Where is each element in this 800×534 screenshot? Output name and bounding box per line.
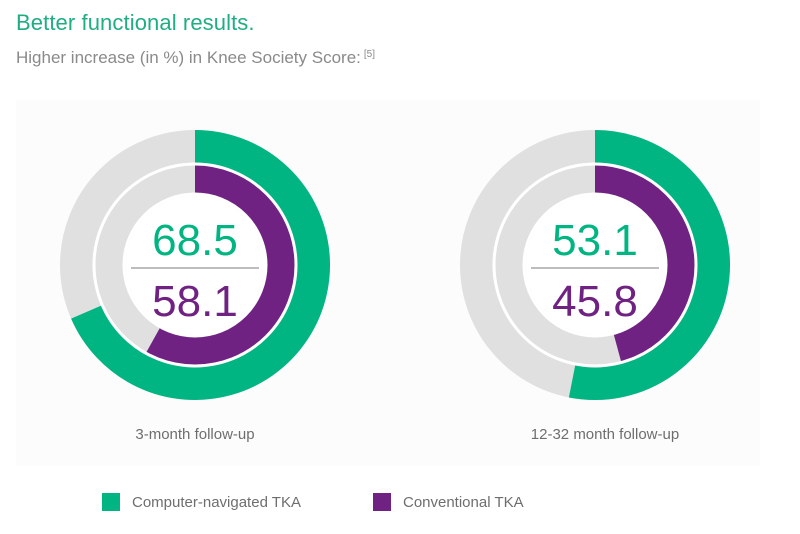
ring-arc-navigated — [568, 130, 730, 400]
legend-item-conventional: Conventional TKA — [372, 493, 524, 511]
legend-label-navigated: Computer-navigated TKA — [132, 493, 301, 511]
ring-arc-navigated — [71, 130, 330, 400]
legend-swatch-navigated — [102, 493, 120, 511]
value-label-navigated: 68.5 — [152, 216, 238, 265]
ring-separator — [522, 192, 668, 338]
ring-arc-conventional — [594, 165, 695, 362]
reference-marker: [5] — [363, 49, 376, 60]
donut-center — [526, 196, 664, 334]
page-title: Better functional results. — [16, 10, 255, 35]
donut-chart-3-month: 68.5 58.1 — [60, 130, 330, 400]
ring-separator — [122, 192, 268, 338]
ring-separator — [492, 162, 698, 368]
donut-center — [126, 196, 264, 334]
ring-separator — [92, 162, 298, 368]
caption-12-32-month: 12-32 month follow-up — [530, 426, 680, 443]
legend-label-conventional: Conventional TKA — [402, 493, 524, 511]
value-label-conventional: 45.8 — [552, 277, 638, 326]
legend: Computer-navigated TKA Conventional TKA — [102, 493, 596, 511]
ring-arc-conventional — [146, 165, 295, 365]
value-label-conventional: 58.1 — [152, 277, 238, 326]
legend-swatch-conventional — [372, 493, 391, 511]
subtitle-text: Higher increase (in %) in Knee Society S… — [16, 48, 361, 67]
caption-3-month: 3-month follow-up — [135, 426, 255, 443]
legend-item-navigated: Computer-navigated TKA — [102, 493, 301, 511]
page-subtitle: Higher increase (in %) in Knee Society S… — [16, 48, 375, 68]
donut-chart-12-32-month: 53.1 45.8 — [460, 130, 730, 400]
value-label-navigated: 53.1 — [552, 216, 638, 265]
